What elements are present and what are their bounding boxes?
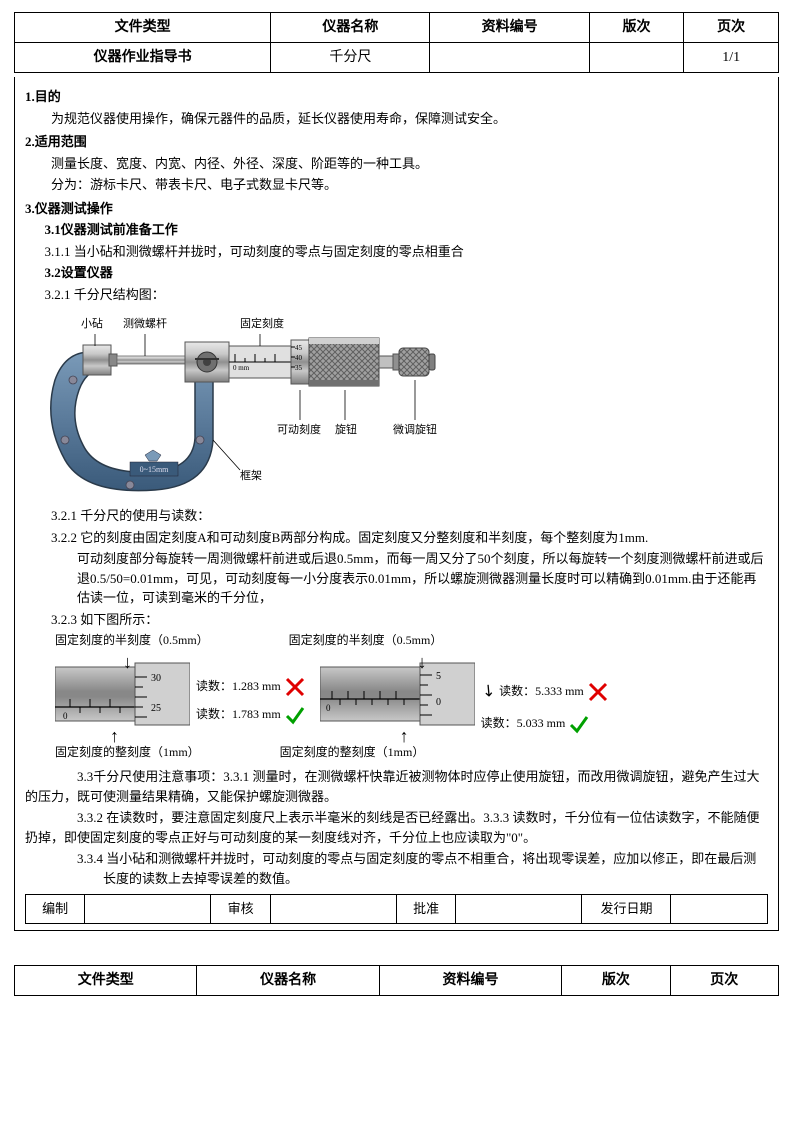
s3-title: 3.仪器测试操作	[25, 199, 768, 219]
label-anvil: 小砧	[81, 316, 103, 333]
micrometer-svg: 0~15mm 0 mm 45 40 35	[35, 310, 495, 500]
svg-text:35: 35	[295, 364, 303, 372]
footer-table: 编制 审核 批准 发行日期	[25, 894, 768, 924]
s311: 3.1.1 当小砧和测微螺杆并拢时，可动刻度的零点与固定刻度的零点相重合	[25, 242, 768, 262]
content-box: 1.目的 为规范仪器使用操作，确保元器件的品质，延长仪器使用寿命，保障测试安全。…	[14, 77, 779, 931]
reading-text-1: 读数：1.283 mm 读数：1.783 mm	[196, 673, 306, 728]
s32-title: 3.2设置仪器	[25, 263, 768, 283]
s1-title: 1.目的	[25, 87, 768, 107]
s31-title: 3.1仪器测试前准备工作	[25, 220, 768, 240]
s334: 3.3.4 当小砧和测微螺杆并拢时，可动刻度的零点与固定刻度的零点不相重合，将出…	[25, 849, 768, 888]
header-table: 文件类型 仪器名称 资料编号 版次 页次 仪器作业指导书 千分尺 1/1	[14, 12, 779, 73]
s322b1: 可动刻度部分每旋转一周测微螺杆前进或后退0.5mm，而每一周又分了50个刻度，所…	[25, 549, 768, 608]
s322: 3.2.2 它的刻度由固定刻度A和可动刻度B两部分构成。固定刻度又分整刻度和半刻…	[25, 528, 768, 548]
hdr-val-5: 1/1	[684, 43, 779, 73]
label-spindle: 测微螺杆	[123, 316, 167, 333]
s2-title: 2.适用范围	[25, 132, 768, 152]
caption-top-right: 固定刻度的半刻度（0.5mm）	[289, 631, 443, 649]
hdr-col-4: 版次	[589, 13, 684, 43]
svg-text:0: 0	[63, 711, 68, 721]
label-thimble-scale: 可动刻度	[277, 422, 321, 439]
label-ratchet: 微调旋钮	[393, 422, 437, 439]
s321: 3.2.1 千分尺结构图：	[25, 285, 768, 305]
hdr-col-1: 文件类型	[15, 13, 271, 43]
header-table-2: 文件类型 仪器名称 资料编号 版次 页次	[14, 965, 779, 996]
svg-text:30: 30	[151, 673, 161, 684]
hdr-val-4	[589, 43, 684, 73]
svg-text:0: 0	[436, 697, 441, 708]
label-fixed-scale: 固定刻度	[240, 316, 284, 333]
label-thimble: 旋钮	[335, 422, 357, 439]
svg-text:40: 40	[295, 354, 303, 362]
svg-text:25: 25	[151, 703, 161, 714]
caption-top-left: 固定刻度的半刻度（0.5mm）	[55, 631, 209, 649]
reading-text-2: ↘ 读数：5.333 mm 读数：5.033 mm	[481, 673, 609, 737]
hdr-val-3	[430, 43, 589, 73]
s33: 3.3千分尺使用注意事项：3.3.1 测量时，在测微螺杆快靠近被测物体时应停止使…	[25, 767, 768, 806]
scale-block-2: ↓ ↑ 0 5	[320, 659, 475, 729]
range-text: 0~15mm	[140, 465, 170, 474]
s323: 3.2.3 如下图所示：	[25, 610, 768, 630]
hdr-col-2: 仪器名称	[271, 13, 430, 43]
label-frame: 框架	[240, 468, 262, 485]
hdr-col-5: 页次	[684, 13, 779, 43]
s2-body1: 测量长度、宽度、内宽、内径、外径、深度、阶距等的一种工具。	[25, 154, 768, 174]
reading-row: ↓ ↑ 0	[55, 659, 768, 737]
s332: 3.3.2 在读数时，要注意固定刻度尺上表示半毫米的刻线是否已经露出。3.3.3…	[25, 808, 768, 847]
svg-text:45: 45	[295, 344, 303, 352]
svg-text:0 mm: 0 mm	[233, 364, 250, 372]
micrometer-diagram: 0~15mm 0 mm 45 40 35	[35, 310, 495, 500]
caption-bot-right: 固定刻度的整刻度（1mm）	[280, 743, 425, 761]
s321b: 3.2.1 千分尺的使用与读数：	[25, 506, 768, 526]
s1-body: 为规范仪器使用操作，确保元器件的品质，延长仪器使用寿命，保障测试安全。	[25, 109, 768, 129]
svg-text:0: 0	[326, 703, 331, 713]
hdr-val-1: 仪器作业指导书	[15, 43, 271, 73]
hdr-val-2: 千分尺	[271, 43, 430, 73]
scale-block-1: ↓ ↑ 0	[55, 659, 190, 729]
caption-bot-left: 固定刻度的整刻度（1mm）	[55, 743, 200, 761]
svg-text:5: 5	[436, 671, 441, 682]
s2-body2: 分为：游标卡尺、带表卡尺、电子式数显卡尺等。	[25, 175, 768, 195]
hdr-col-3: 资料编号	[430, 13, 589, 43]
